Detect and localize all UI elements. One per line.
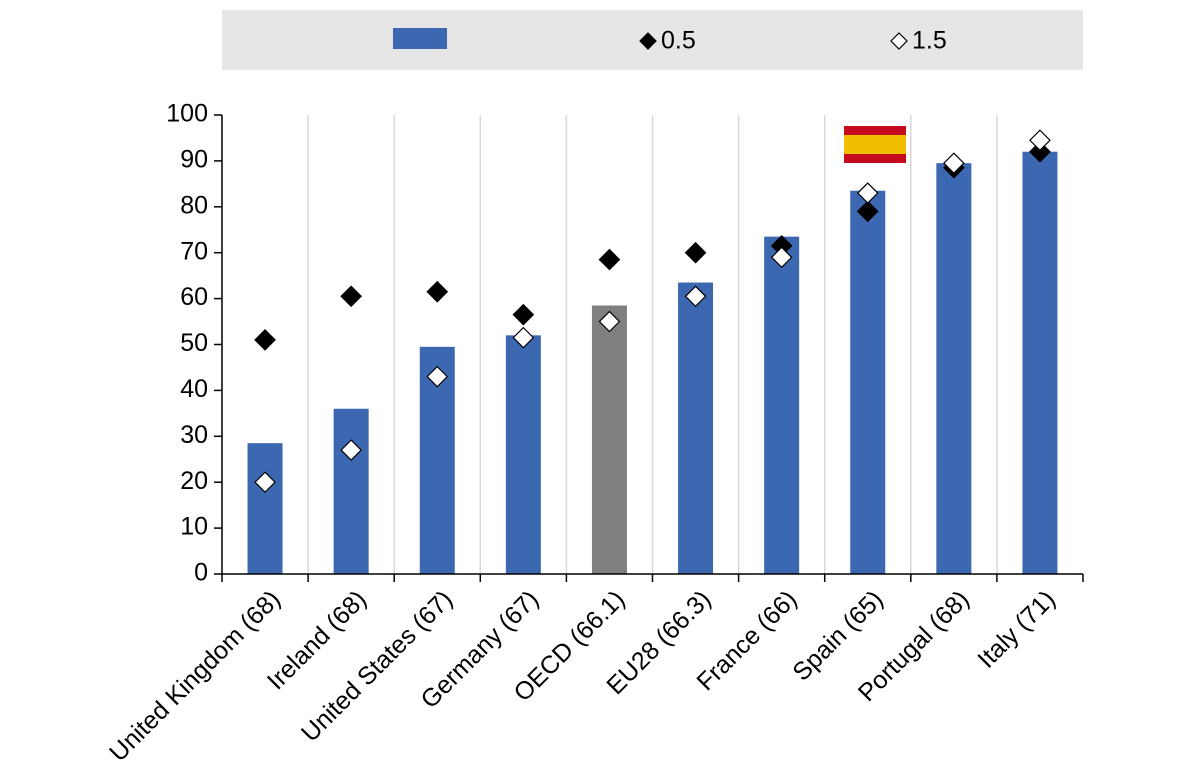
x-tick-label: United States (67)	[296, 585, 458, 747]
marker	[254, 471, 276, 494]
bar	[678, 282, 714, 574]
marker	[426, 280, 449, 303]
bar	[247, 443, 283, 574]
bar	[591, 305, 627, 574]
y-tick-label: 70	[180, 237, 208, 265]
marker	[856, 200, 879, 223]
marker	[856, 182, 879, 204]
marker	[1029, 140, 1051, 163]
y-tick-label: 30	[180, 421, 208, 449]
bar	[936, 163, 972, 574]
marker	[512, 303, 535, 326]
legend-marker	[890, 32, 908, 50]
x-tick-label: Italy (71)	[972, 585, 1061, 674]
marker	[684, 285, 707, 308]
bar	[764, 236, 800, 574]
marker	[254, 329, 276, 351]
marker	[1029, 129, 1051, 152]
bar	[1022, 151, 1058, 574]
bar	[505, 335, 541, 574]
y-tick-label: 60	[180, 283, 208, 311]
legend-label: 0.5	[661, 27, 696, 55]
y-tick-label: 10	[180, 513, 208, 541]
legend-label: 1.5	[912, 27, 947, 55]
marker	[512, 326, 535, 349]
marker	[770, 246, 793, 269]
marker	[943, 152, 965, 175]
legend-marker	[639, 32, 657, 50]
y-tick-label: 40	[180, 375, 208, 403]
marker	[598, 248, 621, 271]
x-tick-label: United Kingdom (68)	[104, 585, 286, 767]
bar	[333, 408, 369, 574]
legend-swatch	[393, 28, 447, 49]
marker	[426, 365, 449, 388]
spain-flag	[844, 126, 906, 163]
marker	[340, 439, 362, 461]
y-tick-label: 100	[166, 100, 208, 128]
bar	[850, 190, 886, 575]
y-tick-label: 20	[180, 467, 208, 495]
marker	[598, 310, 621, 333]
y-tick-label: 0	[194, 559, 208, 587]
marker	[340, 285, 362, 308]
marker	[684, 241, 707, 264]
y-tick-label: 90	[180, 146, 208, 174]
y-tick-label: 50	[180, 329, 208, 357]
y-tick-label: 80	[180, 191, 208, 219]
